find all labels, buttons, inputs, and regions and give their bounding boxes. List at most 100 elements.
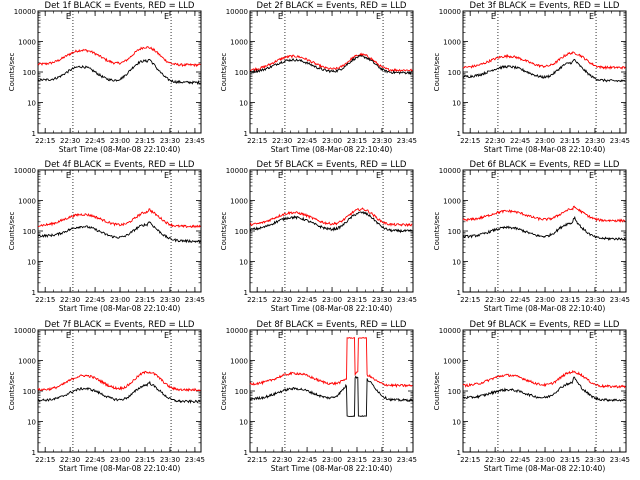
y-axis-label: Counts/sec bbox=[220, 372, 228, 411]
x-tick-label: 22:30 bbox=[60, 456, 80, 464]
x-axis-label: Start Time (08-Mar-08 22:10:40) bbox=[271, 304, 393, 313]
y-tick-label: 10000 bbox=[14, 167, 36, 175]
y-tick-label: 10 bbox=[27, 259, 36, 267]
events-series-line bbox=[462, 376, 626, 402]
flag-label: E bbox=[66, 171, 71, 180]
flag-label: E bbox=[589, 331, 594, 340]
x-axis-label: Start Time (08-Mar-08 22:10:40) bbox=[271, 145, 393, 154]
x-tick-label: 23:45 bbox=[397, 296, 417, 304]
flag-label: E bbox=[66, 331, 71, 340]
y-tick-label: 10 bbox=[452, 100, 461, 108]
flag-label: E bbox=[491, 12, 496, 21]
y-tick-label: 1 bbox=[244, 449, 248, 457]
x-tick-label: 22:30 bbox=[485, 456, 505, 464]
y-tick-label: 100 bbox=[448, 69, 461, 77]
y-tick-label: 10000 bbox=[226, 8, 248, 16]
x-tick-label: 23:00 bbox=[110, 296, 130, 304]
x-tick-label: 23:45 bbox=[185, 296, 205, 304]
flag-label: E bbox=[278, 171, 283, 180]
flag-label: E bbox=[589, 12, 594, 21]
x-tick-label: 23:30 bbox=[585, 296, 605, 304]
y-tick-label: 1 bbox=[457, 289, 461, 297]
x-axis-label: Start Time (08-Mar-08 22:10:40) bbox=[484, 464, 606, 473]
x-tick-label: 23:30 bbox=[372, 456, 392, 464]
y-tick-label: 100 bbox=[23, 69, 36, 77]
x-tick-label: 23:15 bbox=[135, 296, 155, 304]
lld-series-line bbox=[462, 369, 626, 389]
x-tick-label: 23:00 bbox=[322, 137, 342, 145]
flag-label: E bbox=[66, 12, 71, 21]
events-series-line bbox=[37, 58, 201, 85]
x-tick-label: 22:30 bbox=[485, 296, 505, 304]
x-axis-label: Start Time (08-Mar-08 22:10:40) bbox=[271, 464, 393, 473]
flag-label: E bbox=[164, 12, 169, 21]
y-axis-label: Counts/sec bbox=[433, 53, 441, 92]
x-tick-label: 22:15 bbox=[247, 456, 267, 464]
lld-series-line bbox=[37, 46, 201, 68]
y-tick-label: 10000 bbox=[14, 327, 36, 335]
y-tick-label: 1 bbox=[457, 130, 461, 138]
x-tick-label: 23:00 bbox=[322, 456, 342, 464]
y-axis-label: Counts/sec bbox=[8, 212, 16, 251]
x-tick-label: 23:15 bbox=[560, 456, 580, 464]
x-tick-label: 23:00 bbox=[322, 296, 342, 304]
lld-series-line bbox=[37, 208, 201, 229]
events-series-line bbox=[462, 215, 626, 241]
y-tick-label: 1 bbox=[32, 130, 36, 138]
x-axis-label: Start Time (08-Mar-08 22:10:40) bbox=[484, 304, 606, 313]
lld-series-line bbox=[249, 207, 413, 228]
y-axis-label: Counts/sec bbox=[8, 53, 16, 92]
y-tick-label: 10 bbox=[239, 259, 248, 267]
y-tick-label: 100 bbox=[235, 388, 248, 396]
plot-frame bbox=[37, 169, 202, 293]
x-tick-label: 23:30 bbox=[585, 456, 605, 464]
x-tick-label: 22:45 bbox=[510, 296, 530, 304]
x-axis-label: Start Time (08-Mar-08 22:10:40) bbox=[59, 145, 181, 154]
y-axis-label: Counts/sec bbox=[220, 53, 228, 92]
x-tick-label: 22:30 bbox=[60, 137, 80, 145]
x-tick-label: 23:30 bbox=[160, 456, 180, 464]
y-axis-label: Counts/sec bbox=[433, 372, 441, 411]
x-tick-label: 22:45 bbox=[510, 456, 530, 464]
y-tick-label: 1000 bbox=[18, 358, 36, 366]
x-tick-label: 23:00 bbox=[535, 137, 555, 145]
events-series-line bbox=[37, 380, 201, 405]
y-tick-label: 100 bbox=[235, 228, 248, 236]
y-tick-label: 100 bbox=[448, 388, 461, 396]
plot-frame bbox=[462, 329, 627, 453]
x-tick-label: 23:15 bbox=[135, 137, 155, 145]
y-tick-label: 10000 bbox=[439, 167, 461, 175]
x-tick-label: 23:45 bbox=[610, 137, 630, 145]
x-tick-label: 22:30 bbox=[60, 296, 80, 304]
x-tick-label: 22:30 bbox=[272, 456, 292, 464]
y-tick-label: 1 bbox=[244, 130, 248, 138]
y-tick-label: 1 bbox=[244, 289, 248, 297]
x-tick-label: 23:00 bbox=[535, 296, 555, 304]
x-tick-label: 23:15 bbox=[135, 456, 155, 464]
events-series-line bbox=[462, 58, 626, 83]
x-tick-label: 23:30 bbox=[372, 137, 392, 145]
events-series-line bbox=[249, 375, 413, 418]
x-tick-label: 22:45 bbox=[85, 296, 105, 304]
plot-frame bbox=[249, 10, 414, 134]
y-axis-label: Counts/sec bbox=[220, 212, 228, 251]
x-axis-label: Start Time (08-Mar-08 22:10:40) bbox=[59, 304, 181, 313]
x-tick-label: 23:45 bbox=[397, 137, 417, 145]
y-tick-label: 1000 bbox=[18, 39, 36, 47]
panel-title: Det 7f BLACK = Events, RED = LLD bbox=[45, 320, 195, 330]
panel-title: Det 3f BLACK = Events, RED = LLD bbox=[470, 1, 620, 11]
x-tick-label: 23:15 bbox=[347, 137, 367, 145]
y-tick-label: 10000 bbox=[226, 167, 248, 175]
y-tick-label: 10000 bbox=[439, 327, 461, 335]
y-tick-label: 1000 bbox=[230, 198, 248, 206]
y-tick-label: 100 bbox=[23, 388, 36, 396]
flag-label: E bbox=[491, 331, 496, 340]
x-tick-label: 23:15 bbox=[560, 296, 580, 304]
y-tick-label: 10 bbox=[27, 100, 36, 108]
y-tick-label: 10000 bbox=[226, 327, 248, 335]
flag-label: E bbox=[278, 12, 283, 21]
x-tick-label: 23:45 bbox=[185, 137, 205, 145]
y-tick-label: 1 bbox=[32, 289, 36, 297]
